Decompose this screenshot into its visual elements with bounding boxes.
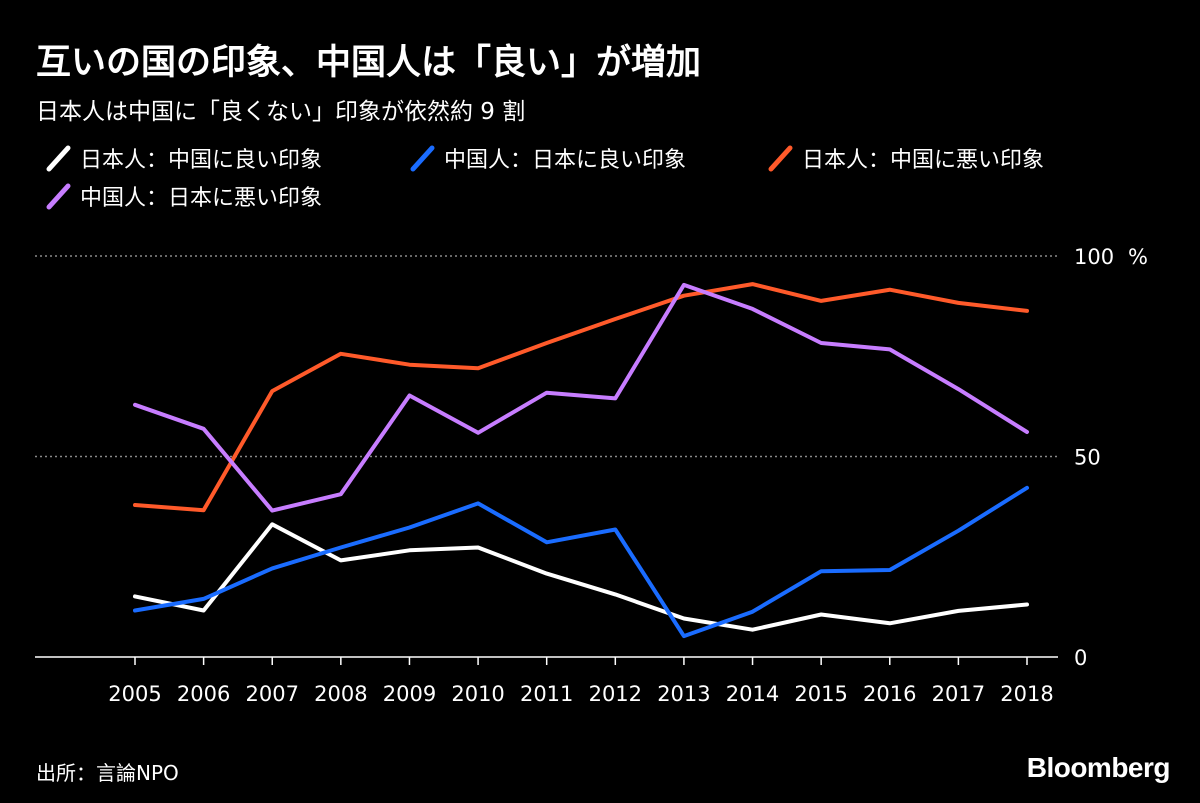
legend-item-china-good: 中国人：日本に良い印象 <box>408 142 686 174</box>
x-tick-label-2018: 2018 <box>1000 682 1053 706</box>
x-tick-label-2008: 2008 <box>314 682 367 706</box>
x-tick-label-2015: 2015 <box>794 682 847 706</box>
series-line-3 <box>133 282 1029 513</box>
legend-swatch-japan-good <box>46 145 71 172</box>
series-line-2 <box>133 282 1029 513</box>
x-tick-label-2014: 2014 <box>726 682 779 706</box>
x-tick-label-2009: 2009 <box>383 682 436 706</box>
chart-title: 互いの国の印象、中国人は「良い」が増加 <box>36 43 702 83</box>
y-tick-label-0: 0 <box>1074 646 1087 670</box>
legend-label-china-bad: 中国人：日本に悪い印象 <box>80 186 323 211</box>
legend-swatch-china-bad <box>46 183 71 210</box>
legend-swatch-japan-bad <box>768 145 793 172</box>
legend-item-japan-good: 日本人：中国に良い印象 <box>44 142 322 174</box>
legend-item-japan-bad: 日本人：中国に悪い印象 <box>766 142 1044 174</box>
y-tick-label-100: 100 <box>1074 245 1114 269</box>
x-tick-label-2012: 2012 <box>589 682 642 706</box>
chart-subtitle: 日本人は中国に「良くない」印象が依然約 9 割 <box>36 99 526 125</box>
legend-label-japan-good: 日本人：中国に良い印象 <box>80 148 323 173</box>
x-tick-label-2013: 2013 <box>657 682 710 706</box>
x-tick-label-2007: 2007 <box>246 682 299 706</box>
legend-swatch-china-good <box>410 145 435 172</box>
x-tick-label-2010: 2010 <box>451 682 504 706</box>
x-tick-label-2017: 2017 <box>932 682 985 706</box>
bloomberg-logo: Bloomberg <box>1026 752 1171 783</box>
legend-label-china-good: 中国人：日本に良い印象 <box>444 148 687 173</box>
x-tick-label-2006: 2006 <box>177 682 230 706</box>
x-tick-label-2011: 2011 <box>520 682 573 706</box>
x-tick-label-2016: 2016 <box>863 682 916 706</box>
x-tick-label-2005: 2005 <box>108 682 161 706</box>
legend-item-china-bad: 中国人：日本に悪い印象 <box>44 180 322 212</box>
y-tick-label-50: 50 <box>1074 446 1101 470</box>
series-line-1 <box>133 485 1029 639</box>
y-unit-label: % <box>1128 245 1148 269</box>
series-line-0 <box>133 522 1029 632</box>
source-note: 出所：言論NPO <box>36 761 179 785</box>
legend-label-japan-bad: 日本人：中国に悪い印象 <box>802 148 1045 173</box>
